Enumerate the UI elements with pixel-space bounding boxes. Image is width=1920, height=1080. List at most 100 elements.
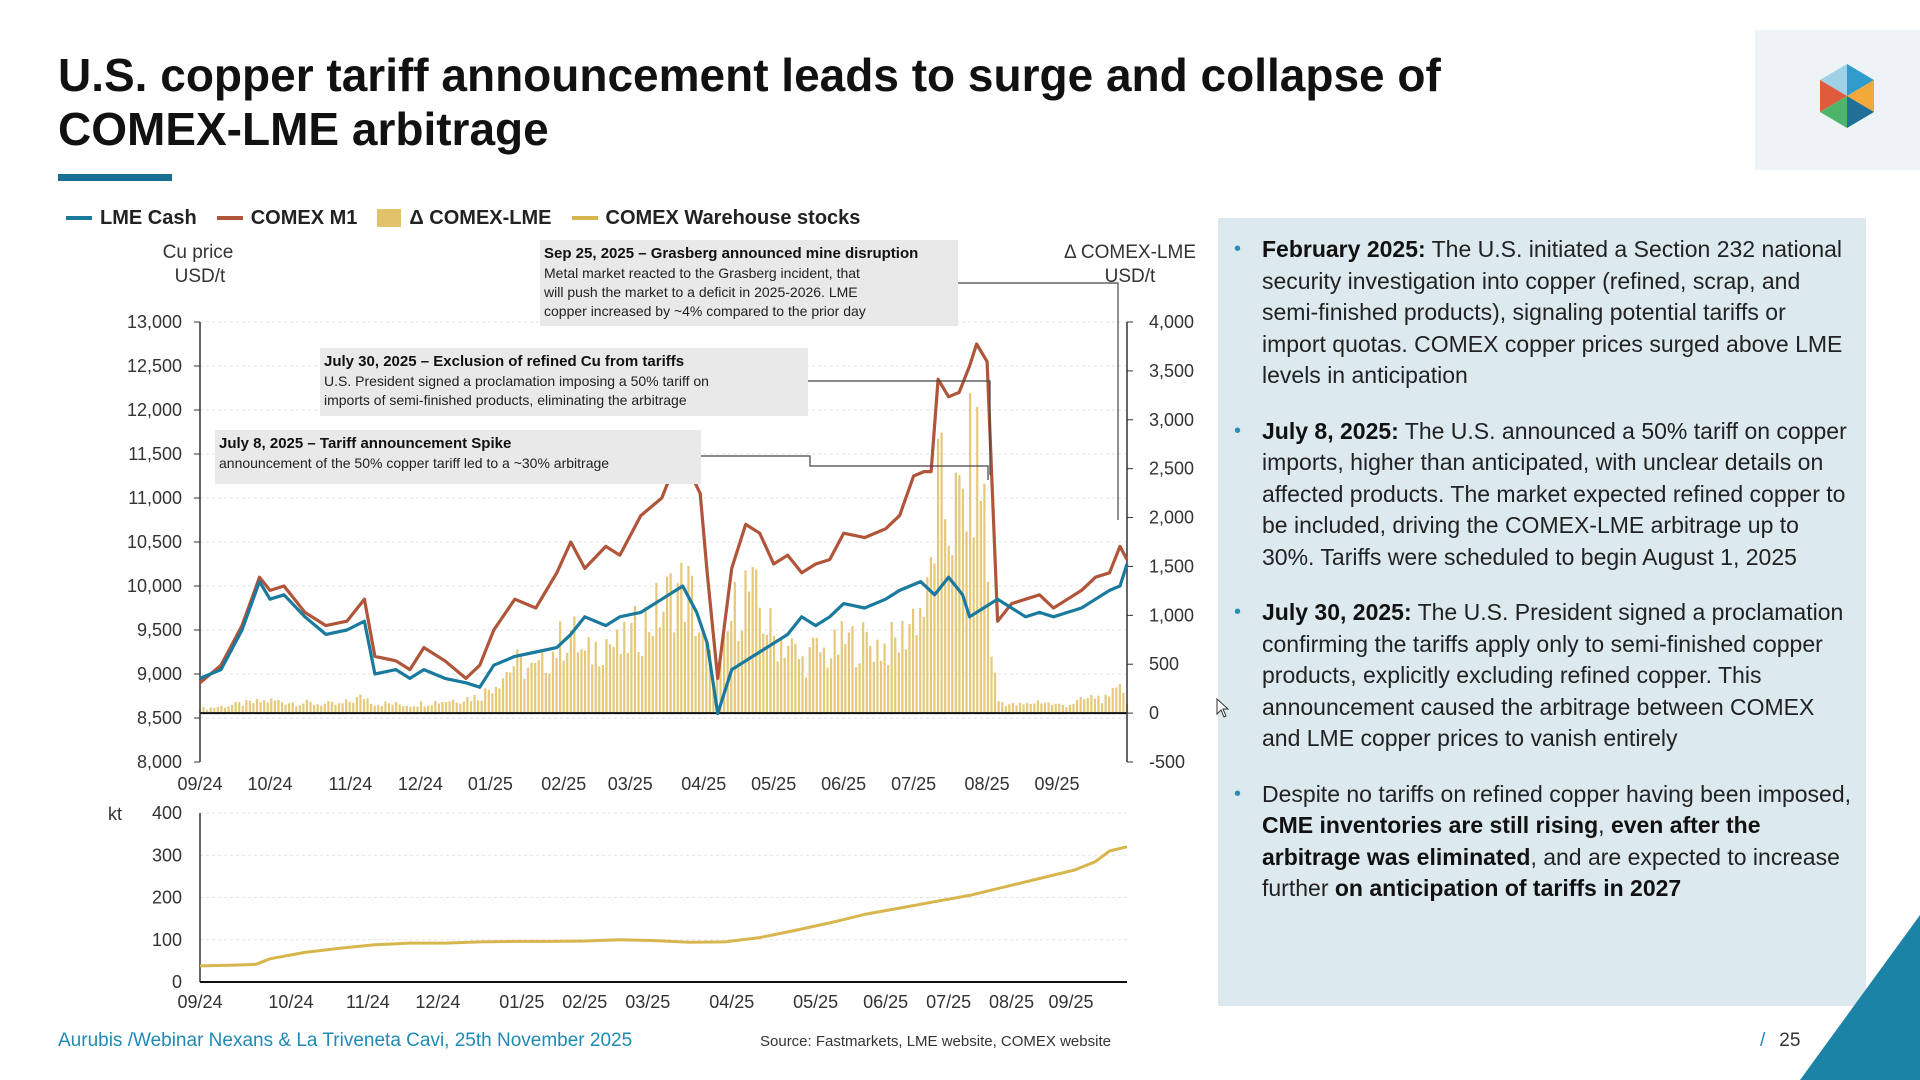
x-tick-label: 09/24 bbox=[177, 992, 222, 1012]
x-tick-label: 01/25 bbox=[468, 774, 513, 794]
delta-bar bbox=[890, 621, 893, 714]
delta-bar bbox=[865, 631, 868, 714]
legend-label: LME Cash bbox=[100, 206, 197, 229]
delta-bar bbox=[455, 702, 458, 714]
annotation-leader bbox=[808, 380, 991, 475]
delta-bar bbox=[537, 660, 540, 714]
legend-swatch bbox=[66, 216, 92, 220]
x-tick-label: 05/25 bbox=[751, 774, 796, 794]
delta-bar bbox=[705, 642, 708, 714]
y-tick-label: 0 bbox=[172, 972, 182, 992]
delta-bar bbox=[954, 472, 957, 714]
series-comex-m1 bbox=[198, 342, 1129, 685]
delta-bar bbox=[797, 659, 801, 714]
delta-bar bbox=[829, 658, 833, 714]
y2-tick-label: 500 bbox=[1149, 654, 1179, 674]
delta-bar bbox=[726, 631, 729, 714]
delta-bar bbox=[444, 702, 448, 714]
delta-bar bbox=[933, 563, 936, 714]
delta-bar bbox=[1122, 692, 1125, 714]
delta-bar bbox=[366, 698, 369, 714]
delta-bar bbox=[505, 671, 508, 714]
delta-bar bbox=[263, 700, 266, 714]
annotation-headline: Grasberg announced mine disruption bbox=[651, 245, 919, 262]
delta-bar bbox=[969, 393, 972, 714]
delta-bar bbox=[965, 531, 968, 714]
delta-bar bbox=[733, 581, 736, 714]
delta-bar bbox=[626, 652, 629, 714]
x-tick-label: 03/25 bbox=[608, 774, 653, 794]
delta-bar bbox=[373, 705, 376, 714]
footer-event: Aurubis /Webinar Nexans & La Triveneta C… bbox=[58, 1030, 633, 1051]
delta-bar bbox=[398, 704, 401, 714]
x-tick-label: 03/25 bbox=[625, 992, 670, 1012]
legend-label: COMEX M1 bbox=[250, 206, 358, 229]
delta-bar bbox=[986, 581, 990, 714]
delta-bar bbox=[662, 611, 665, 714]
delta-bar bbox=[494, 686, 498, 714]
delta-bar bbox=[747, 591, 751, 714]
page-number: /25 bbox=[1760, 1030, 1801, 1051]
delta-bar bbox=[337, 703, 341, 714]
delta-bar bbox=[676, 583, 679, 714]
delta-bar bbox=[234, 701, 237, 714]
delta-bar bbox=[723, 635, 726, 714]
delta-bar bbox=[423, 706, 426, 714]
delta-bar bbox=[594, 641, 597, 714]
delta-bar bbox=[284, 704, 287, 714]
delta-bar bbox=[437, 703, 440, 714]
delta-bar bbox=[1008, 704, 1011, 714]
delta-bar bbox=[894, 637, 897, 714]
delta-bar bbox=[854, 667, 858, 714]
commentary-list: February 2025: The U.S. initiated a Sect… bbox=[1234, 234, 1852, 929]
delta-bar bbox=[534, 662, 537, 714]
legend-label: Δ COMEX-LME bbox=[409, 206, 552, 229]
delta-bar bbox=[822, 647, 826, 714]
annotation-box bbox=[215, 430, 701, 484]
company-logo-icon bbox=[1820, 64, 1874, 128]
delta-bar bbox=[601, 664, 604, 714]
delta-bar bbox=[266, 702, 269, 714]
x-tick-label: 09/24 bbox=[177, 774, 222, 794]
y-axis-title: Cu price bbox=[163, 242, 234, 263]
x-tick-label: 09/25 bbox=[1049, 992, 1094, 1012]
delta-bar bbox=[1065, 707, 1068, 714]
delta-bar bbox=[491, 693, 494, 714]
delta-bar bbox=[348, 701, 351, 714]
bullet-feb-2025: February 2025: The U.S. initiated a Sect… bbox=[1234, 234, 1852, 392]
delta-bar bbox=[541, 649, 544, 714]
y2-tick-label: 2,500 bbox=[1149, 459, 1194, 479]
delta-bar bbox=[637, 651, 640, 714]
delta-bar bbox=[238, 702, 241, 714]
delta-bar bbox=[740, 630, 744, 714]
x-tick-label: 04/25 bbox=[709, 992, 754, 1012]
legend-label: COMEX Warehouse stocks bbox=[605, 206, 861, 229]
delta-bar bbox=[206, 709, 209, 714]
delta-bar bbox=[826, 667, 829, 714]
delta-bar bbox=[566, 652, 569, 714]
delta-bar bbox=[452, 699, 455, 714]
x-tick-label: 08/25 bbox=[965, 774, 1010, 794]
delta-bar bbox=[737, 641, 740, 714]
delta-bar bbox=[473, 694, 476, 714]
delta-bar bbox=[530, 662, 533, 714]
delta-bar bbox=[1047, 702, 1050, 714]
delta-bar bbox=[1068, 705, 1072, 714]
delta-bar bbox=[623, 621, 626, 714]
delta-bar bbox=[362, 699, 366, 714]
delta-bar bbox=[1022, 704, 1025, 714]
delta-bar bbox=[526, 667, 530, 714]
delta-bar bbox=[1001, 702, 1004, 714]
delta-bar bbox=[997, 701, 1000, 714]
delta-bar bbox=[370, 703, 373, 714]
delta-bar bbox=[940, 432, 943, 714]
delta-bar bbox=[1054, 703, 1057, 714]
delta-bar bbox=[202, 707, 205, 714]
annotation-date: July 8, 2025 – bbox=[219, 435, 320, 452]
annotation-line: U.S. President signed a proclamation imp… bbox=[324, 373, 709, 389]
delta-bar bbox=[655, 582, 658, 714]
delta-bar bbox=[648, 631, 651, 714]
delta-bar bbox=[869, 645, 872, 714]
delta-bar bbox=[794, 643, 797, 714]
x-tick-label: 01/25 bbox=[499, 992, 544, 1012]
